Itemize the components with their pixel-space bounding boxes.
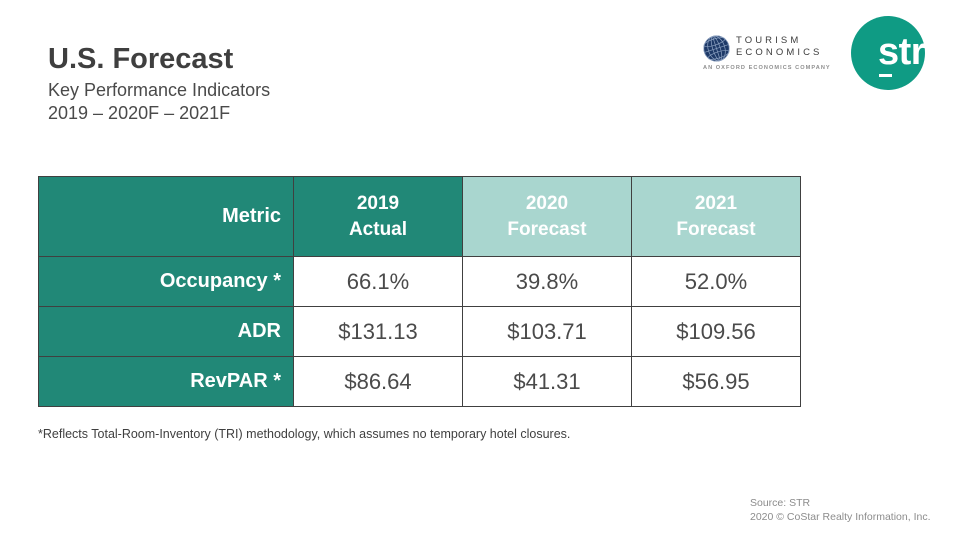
table-row-adr: ADR $131.13 $103.71 $109.56 — [38, 306, 801, 357]
table-header-2021-forecast: 2021 Forecast — [631, 176, 801, 257]
table-header-row: Metric 2019 Actual 2020 Forecast 2021 Fo… — [38, 176, 801, 257]
table-header-2019-actual: 2019 Actual — [293, 176, 463, 257]
page-title: U.S. Forecast — [48, 43, 234, 75]
str-logo-underline — [879, 74, 892, 77]
source-line1: Source: STR — [750, 497, 811, 509]
source-block: Source: STR 2020 © CoStar Realty Informa… — [750, 496, 931, 524]
table-row-occupancy: Occupancy * 66.1% 39.8% 52.0% — [38, 256, 801, 307]
table-row-revpar: RevPAR * $86.64 $41.31 $56.95 — [38, 356, 801, 407]
tourism-economics-logo-row: TOURISM ECONOMICS — [703, 32, 827, 62]
adr-2020-value: $103.71 — [462, 306, 632, 357]
globe-icon — [703, 35, 730, 62]
subtitle-years: 2019 – 2020F – 2021F — [48, 103, 231, 123]
table-header-2020-forecast: 2020 Forecast — [462, 176, 632, 257]
kpi-table: Metric 2019 Actual 2020 Forecast 2021 Fo… — [38, 176, 801, 407]
str-logo: str — [851, 16, 926, 90]
row-label-revpar: RevPAR * — [38, 356, 294, 407]
occupancy-2020-value: 39.8% — [462, 256, 632, 307]
tourism-economics-wordmark: TOURISM ECONOMICS — [736, 32, 823, 58]
row-label-occupancy: Occupancy * — [38, 256, 294, 307]
occupancy-2021-value: 52.0% — [631, 256, 801, 307]
revpar-2019-value: $86.64 — [293, 356, 463, 407]
footnote: *Reflects Total-Room-Inventory (TRI) met… — [38, 427, 571, 441]
table-header-metric: Metric — [38, 176, 294, 257]
str-logo-text: str — [878, 31, 926, 73]
subtitle-kpi: Key Performance Indicators — [48, 80, 271, 100]
tourism-economics-line2: ECONOMICS — [736, 46, 823, 58]
tourism-economics-tagline: AN OXFORD ECONOMICS COMPANY — [703, 65, 831, 71]
tourism-economics-line1: TOURISM — [736, 35, 802, 46]
adr-2021-value: $109.56 — [631, 306, 801, 357]
title-block: U.S. Forecast Key Performance Indicators… — [48, 42, 270, 125]
revpar-2020-value: $41.31 — [462, 356, 632, 407]
adr-2019-value: $131.13 — [293, 306, 463, 357]
occupancy-2019-value: 66.1% — [293, 256, 463, 307]
revpar-2021-value: $56.95 — [631, 356, 801, 407]
row-label-adr: ADR — [38, 306, 294, 357]
source-line2: 2020 © CoStar Realty Information, Inc. — [750, 511, 931, 523]
tourism-economics-logo: TOURISM ECONOMICS AN OXFORD ECONOMICS CO… — [703, 32, 831, 74]
